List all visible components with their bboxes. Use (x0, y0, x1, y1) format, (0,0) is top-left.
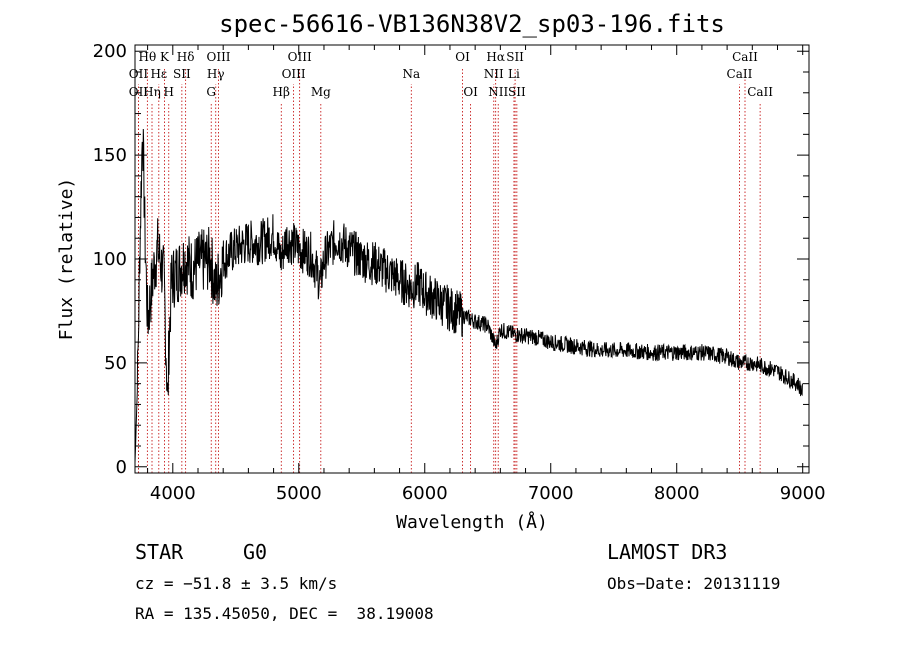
object-class: STAR (135, 540, 184, 564)
x-tick-label: 5000 (276, 483, 322, 504)
line-label: NII (484, 67, 504, 81)
object-subclass: G0 (243, 540, 268, 564)
line-label: G (206, 85, 216, 99)
y-tick-label: 150 (93, 145, 127, 166)
x-tick-label: 4000 (150, 483, 196, 504)
line-label: CaII (727, 67, 753, 81)
line-label: NII (488, 85, 508, 99)
x-tick-label: 9000 (780, 483, 826, 504)
obs-date: Obs−Date: 20131119 (607, 574, 781, 593)
line-label: OIII (282, 67, 306, 81)
y-axis-label: Flux (relative) (56, 178, 77, 341)
coordinates: RA = 135.45050, DEC = 38.19008 (135, 604, 434, 623)
line-label: Na (402, 67, 420, 81)
line-label: OII (129, 85, 149, 99)
x-tick-label: 8000 (654, 483, 700, 504)
line-label: OIII (206, 50, 230, 64)
x-axis-label: Wavelength (Å) (396, 511, 548, 533)
line-label: Hε (150, 67, 167, 81)
line-label: CaII (732, 50, 758, 64)
spectrum-series (134, 128, 803, 463)
x-tick-label: 6000 (402, 483, 448, 504)
line-label: OI (463, 85, 478, 99)
survey-name: LAMOST DR3 (607, 540, 728, 564)
line-label: Li (508, 67, 520, 81)
chart-title: spec-56616-VB136N38V2_sp03-196.fits (219, 10, 725, 38)
line-label: OIII (288, 50, 312, 64)
y-tick-label: 50 (104, 353, 127, 374)
spectrum-line (134, 128, 803, 463)
axis-ticks: 4000 5000 6000 7000 8000 9000 0 50 100 150 200 (93, 41, 826, 504)
y-tick-label: 100 (93, 249, 127, 270)
line-label: K (160, 50, 170, 64)
line-label: Hα (486, 50, 505, 64)
y-tick-label: 200 (93, 41, 127, 62)
line-label: Hθ (138, 50, 156, 64)
line-label: OII (129, 67, 149, 81)
line-label: SII (173, 67, 191, 81)
line-label: SII (508, 85, 526, 99)
line-markers: Hθ OII OII K Hε Hη H Hδ SII OIII Hγ G OIII OIII Hβ Mg Na… (129, 50, 773, 473)
line-label: Hβ (273, 85, 290, 99)
line-label: Hγ (207, 67, 225, 81)
y-tick-label: 0 (116, 457, 127, 478)
x-tick-label: 7000 (528, 483, 574, 504)
line-label: Hδ (177, 50, 195, 64)
line-label: Hη (143, 85, 161, 99)
line-label: OI (455, 50, 470, 64)
line-label: H (164, 85, 174, 99)
line-label: SII (506, 50, 524, 64)
line-label: CaII (747, 85, 773, 99)
redshift-text: cz = −51.8 ± 3.5 km/s (135, 574, 338, 593)
line-label: Mg (311, 85, 331, 99)
